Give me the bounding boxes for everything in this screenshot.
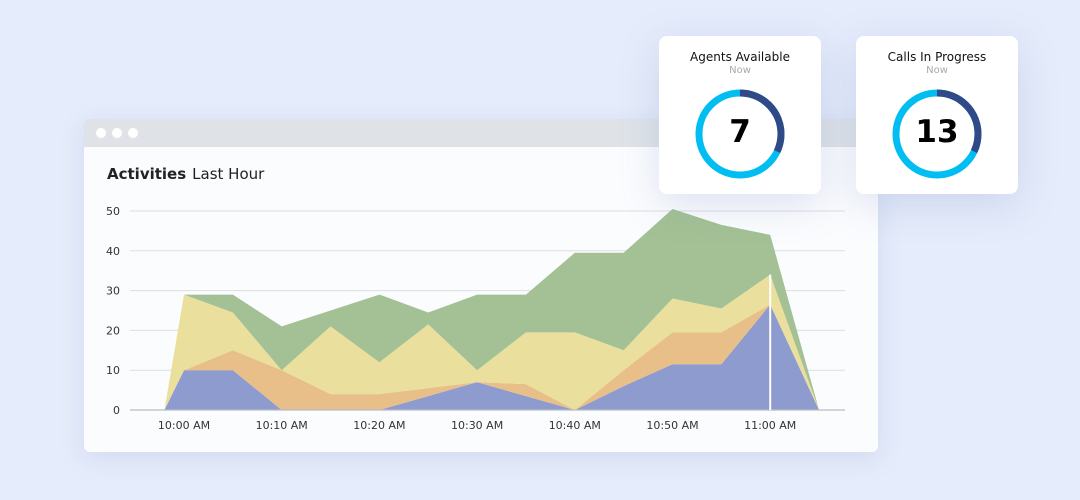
card-value: 13	[915, 114, 959, 150]
x-tick-label: 11:00 AM	[744, 419, 796, 432]
card-value: 7	[729, 114, 751, 150]
area-series-3	[164, 209, 820, 410]
y-tick-label: 10	[106, 364, 120, 377]
window-dot-icon	[128, 128, 138, 138]
activities-area-chart: 0 10 20 30 40 50 10:00 AM 10:10 AM 10:20 AM 10:30…	[106, 205, 845, 432]
donut-gauge	[695, 89, 785, 179]
agents-available-card: Agents Available Now 7	[659, 36, 821, 194]
donut-arc	[695, 89, 785, 179]
y-tick-label: 20	[106, 324, 120, 337]
x-tick-label: 10:10 AM	[256, 419, 308, 432]
x-tick-label: 10:40 AM	[549, 419, 601, 432]
x-tick-label: 10:50 AM	[646, 419, 698, 432]
window-dot-icon	[112, 128, 122, 138]
window-dot-icon	[96, 128, 106, 138]
card-title: Calls In Progress	[887, 50, 987, 64]
x-tick-label: 10:00 AM	[158, 419, 210, 432]
chart-title: Activities Last Hour	[107, 165, 264, 183]
card-subtitle: Now	[729, 65, 751, 76]
y-tick-label: 40	[106, 245, 120, 258]
area-series-0	[164, 304, 820, 410]
x-tick-label: 10:30 AM	[451, 419, 503, 432]
donut-gauge	[892, 89, 982, 179]
chart-subtitle: Last Hour	[192, 165, 265, 183]
area-series-1	[164, 304, 820, 410]
chart-title-text: Activities	[107, 165, 187, 183]
x-tick-label: 10:20 AM	[353, 419, 405, 432]
calls-in-progress-card: Calls In Progress Now 13	[856, 36, 1018, 194]
card-subtitle: Now	[926, 65, 948, 76]
y-tick-label: 0	[113, 404, 120, 417]
area-series-2	[164, 274, 820, 410]
y-tick-label: 30	[106, 285, 120, 298]
y-tick-label: 50	[106, 205, 120, 218]
card-title: Agents Available	[690, 50, 790, 64]
donut-arc	[892, 89, 982, 179]
